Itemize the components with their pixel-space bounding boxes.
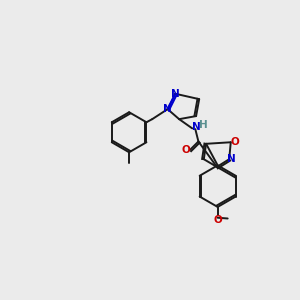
Text: N: N	[171, 89, 180, 99]
Text: O: O	[182, 145, 190, 155]
Text: H: H	[199, 120, 207, 130]
Text: N: N	[227, 154, 236, 164]
Text: O: O	[213, 215, 222, 225]
Text: O: O	[230, 137, 239, 147]
Text: N: N	[163, 104, 172, 114]
Text: N: N	[193, 122, 201, 132]
